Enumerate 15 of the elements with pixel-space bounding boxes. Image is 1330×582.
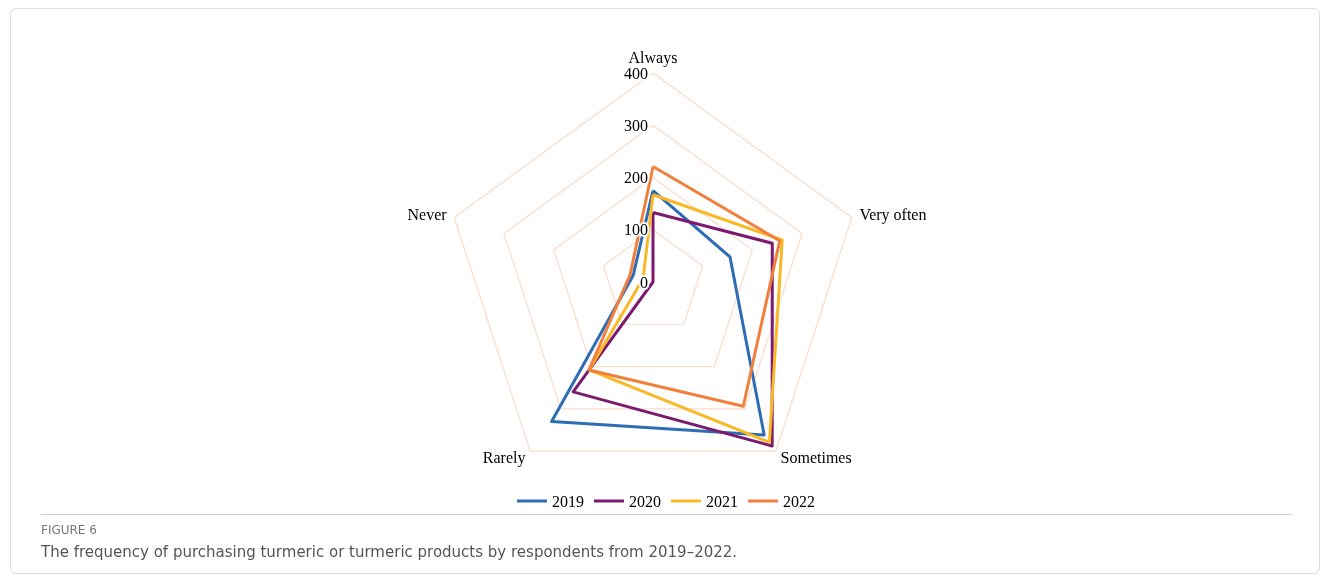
y-tick-label: 200 xyxy=(624,169,648,186)
legend-label: 2022 xyxy=(783,492,815,510)
legend-label: 2021 xyxy=(706,492,738,510)
y-tick-label: 0 xyxy=(640,273,648,291)
y-tick-label: 300 xyxy=(624,116,648,134)
caption: FIGURE 6 xyxy=(41,523,98,537)
text: The frequency of purchasing turmeric or turmeric products by respondents from 2019–2022. xyxy=(41,543,739,561)
legend-label: 2019 xyxy=(552,492,584,510)
y-tick-label: 400 xyxy=(624,64,648,82)
spoke-label: Always xyxy=(628,48,678,67)
spoke-label: Sometimes xyxy=(780,449,852,467)
spoke-label: Rarely xyxy=(482,449,526,468)
legend-label: 2020 xyxy=(629,492,661,510)
spoke-label: Very often xyxy=(859,206,927,225)
spoke-label: Never xyxy=(407,206,448,224)
